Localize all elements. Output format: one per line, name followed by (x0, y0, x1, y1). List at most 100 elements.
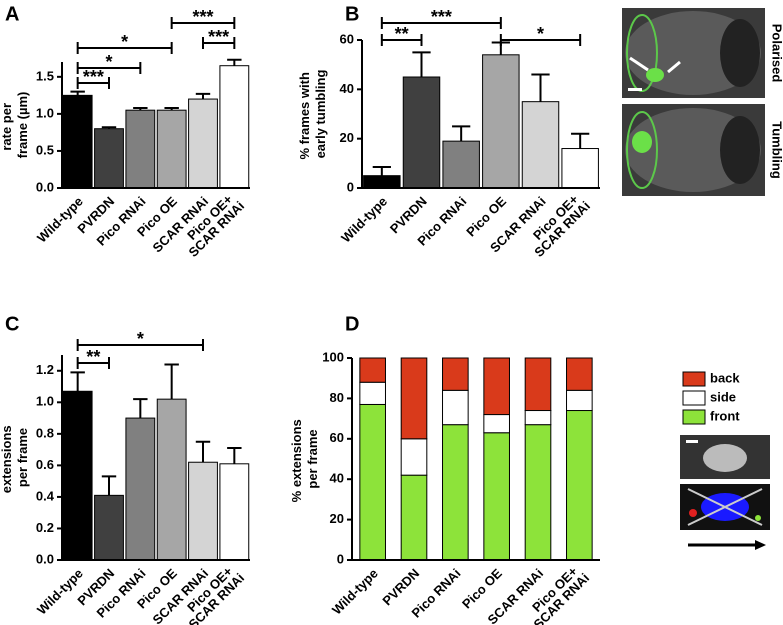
bar-segment (524, 424, 552, 561)
legend-label: back (710, 370, 740, 385)
error-bar (412, 51, 431, 77)
cluster (646, 68, 664, 82)
bar-segment (442, 389, 469, 426)
significance-bracket (76, 62, 142, 74)
significance-label: *** (192, 7, 213, 27)
bar (188, 461, 218, 561)
scale-bar (686, 440, 698, 443)
axes (361, 40, 600, 189)
error-bar (70, 90, 85, 96)
y-tick-label: 0.0 (36, 179, 54, 194)
axes (61, 355, 250, 561)
bar-segment (400, 438, 428, 476)
bar-segment (524, 410, 552, 426)
cluster (632, 131, 652, 153)
panel-label: C (5, 313, 19, 335)
y-tick-label: 40 (330, 471, 344, 486)
error-bar (133, 398, 148, 419)
bar (94, 494, 124, 561)
panel-label: B (345, 3, 359, 25)
error-bar (372, 166, 391, 176)
image-label: Polarised (770, 24, 783, 83)
bar (62, 390, 93, 561)
y-axis-label: rate per frame (µm) (0, 92, 30, 159)
y-axis-label: % frames with early tumbling (297, 68, 328, 159)
bar (125, 109, 156, 189)
significance-bracket (380, 17, 502, 29)
y-tick-label: 0.8 (36, 425, 54, 440)
y-tick-label: 100 (322, 349, 344, 364)
significance-bracket (76, 42, 173, 54)
back-extension (689, 509, 697, 517)
legend-swatch (682, 390, 706, 406)
significance-label: * (537, 24, 544, 44)
error-bar (195, 92, 211, 100)
bar (363, 175, 401, 189)
y-tick-label: 20 (330, 511, 344, 526)
oocyte (720, 116, 760, 184)
y-tick-label: 0.4 (36, 488, 55, 503)
error-bar (452, 125, 471, 142)
error-bar (70, 371, 85, 392)
y-tick-label: 40 (340, 81, 354, 96)
bar-segment (483, 432, 510, 561)
scale-bar (628, 88, 642, 91)
legend-label: side (710, 389, 736, 404)
bar (561, 148, 599, 189)
significance-label: * (121, 32, 128, 52)
significance-label: * (137, 329, 144, 349)
bar (219, 463, 250, 561)
y-axis-label: % extensions per frame (289, 416, 320, 503)
significance-bracket (76, 357, 110, 369)
bar (94, 128, 124, 189)
x-tick-label: Wild-type (34, 194, 86, 246)
bar (188, 98, 218, 189)
cell (703, 444, 747, 472)
y-tick-label: 60 (340, 31, 354, 46)
bar-segment (483, 414, 510, 434)
y-tick-label: 0.0 (36, 551, 54, 566)
significance-label: ** (86, 347, 100, 367)
legend-swatch (682, 371, 706, 387)
significance-label: *** (83, 67, 104, 87)
bar-segment (359, 381, 386, 405)
bar-segment (442, 357, 469, 391)
bar (521, 101, 560, 189)
error-bar (133, 106, 148, 111)
oocyte (720, 19, 760, 87)
y-axis-label: extensions per frame (0, 422, 30, 494)
bar-segment (442, 424, 469, 561)
bar (125, 417, 156, 561)
bar-segment (483, 357, 510, 416)
y-tick-label: 0 (337, 551, 344, 566)
significance-bracket (499, 34, 582, 46)
significance-label: *** (431, 7, 452, 27)
bar (482, 54, 520, 189)
panel-label: A (5, 3, 19, 25)
error-bar (164, 363, 179, 400)
bar (442, 140, 480, 189)
bar-segment (400, 357, 428, 440)
arrow-head (755, 540, 766, 550)
y-tick-label: 60 (330, 430, 344, 445)
significance-bracket (76, 77, 110, 89)
axes (61, 62, 250, 189)
significance-bracket (202, 37, 236, 49)
border (626, 111, 658, 189)
bar-segment (359, 357, 386, 383)
error-bar (101, 475, 117, 496)
bar-segment (400, 474, 428, 561)
bar (62, 94, 93, 189)
axes (351, 358, 600, 561)
bar-segment (566, 410, 593, 561)
bar-segment (566, 389, 593, 412)
legend-label: front (710, 408, 740, 423)
error-bar (227, 58, 242, 66)
y-tick-label: 0 (347, 179, 354, 194)
error-bar (164, 106, 179, 111)
bar (156, 109, 187, 189)
y-tick-label: 1.0 (36, 394, 54, 409)
x-tick-label: Wild-type (338, 194, 390, 246)
y-tick-label: 20 (340, 130, 354, 145)
bar-segment (566, 357, 593, 391)
